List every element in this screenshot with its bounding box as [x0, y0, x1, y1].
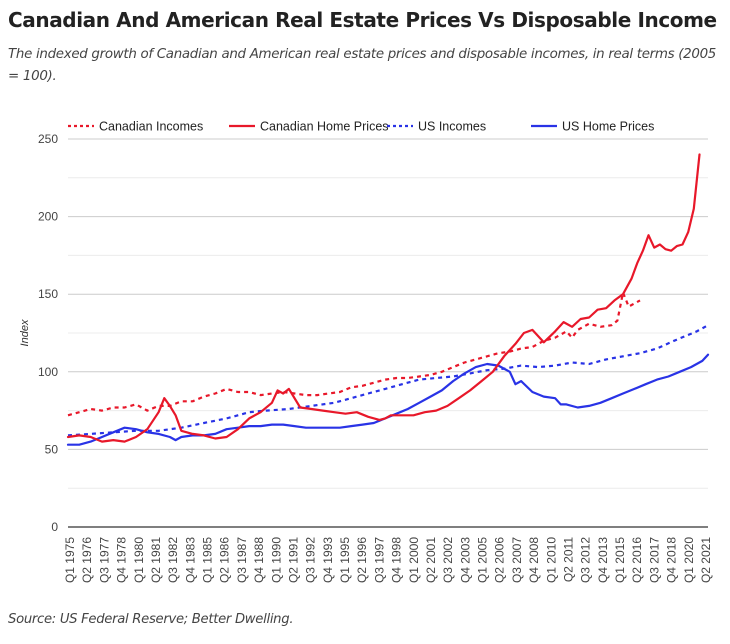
x-tick-label: Q2 2021: [699, 537, 713, 583]
x-tick-label: Q3 1977: [97, 537, 111, 583]
legend-label: US Home Prices: [562, 120, 654, 134]
y-tick-label: 0: [51, 520, 58, 534]
x-tick-label: Q4 2003: [458, 537, 472, 583]
y-tick-label: 100: [38, 365, 58, 379]
chart-subtitle: The indexed growth of Canadian and Ameri…: [8, 47, 717, 84]
x-tick-label: Q4 2013: [596, 537, 610, 583]
x-tick-label: Q1 1975: [63, 537, 77, 583]
x-tick-label: Q3 1982: [166, 537, 180, 583]
y-tick-label: 50: [45, 442, 59, 456]
x-tick-label: Q2 1981: [149, 537, 163, 583]
legend-label: US Incomes: [418, 120, 486, 134]
y-tick-label: 250: [38, 132, 58, 146]
series-lines: [66, 153, 710, 446]
series-line-canadian-home-prices: [66, 153, 701, 443]
x-tick-label: Q1 2005: [476, 537, 490, 583]
series-line-us-home-prices: [66, 353, 710, 446]
x-tick-label: Q2 1986: [218, 537, 232, 583]
source-note: Source: US Federal Reserve; Better Dwell…: [8, 612, 294, 627]
x-tick-label: Q4 1983: [183, 537, 197, 583]
x-tick-label: Q4 2018: [665, 537, 679, 583]
x-tick-label: Q3 1987: [235, 537, 249, 583]
x-tick-label: Q2 2016: [630, 537, 644, 583]
x-tick-label: Q1 2010: [544, 537, 558, 583]
x-tick-label: Q4 1988: [252, 537, 266, 583]
legend-label: Canadian Home Prices: [260, 120, 389, 134]
x-tick-label: Q2 1991: [286, 537, 300, 583]
x-tick-label: Q1 1985: [201, 537, 215, 583]
y-tick-label: 200: [38, 210, 58, 224]
chart-title: Canadian And American Real Estate Prices…: [8, 8, 717, 32]
x-tick-label: Q4 2008: [527, 537, 541, 583]
x-tick-label: Q3 2017: [647, 537, 661, 583]
x-tick-label: Q2 2011: [561, 537, 575, 582]
y-axis-title: Index: [19, 319, 31, 346]
x-tick-label: Q1 1980: [132, 537, 146, 583]
x-tick-label: Q1 1990: [269, 537, 283, 583]
x-tick-label: Q4 1978: [115, 537, 129, 583]
x-tick-label: Q1 2015: [613, 537, 627, 583]
x-tick-label: Q1 2000: [407, 537, 421, 583]
x-tick-label: Q1 1995: [338, 537, 352, 583]
series-line-us-incomes: [67, 324, 709, 437]
x-tick-label: Q4 1998: [390, 537, 404, 583]
x-tick-label: Q2 2001: [424, 537, 438, 583]
x-tick-label: Q1 2020: [682, 537, 696, 583]
x-tick-label: Q2 2006: [493, 537, 507, 583]
x-tick-label: Q3 2007: [510, 537, 524, 583]
y-tick-label: 150: [38, 287, 58, 301]
x-axis-ticks: Q1 1975 Q2 1976 Q3 1977 Q4 1978 Q1 1980 Q2 19…: [63, 537, 713, 583]
x-tick-label: Q3 1997: [372, 537, 386, 583]
x-tick-label: Q2 1976: [80, 537, 94, 583]
x-tick-label: Q3 2002: [441, 537, 455, 583]
legend: Canadian Incomes Canadian Home Prices US I…: [68, 120, 654, 134]
x-tick-label: Q2 1996: [355, 537, 369, 583]
gridlines: [68, 138, 708, 528]
legend-label: Canadian Incomes: [99, 120, 203, 134]
y-axis-ticks: 0 50 100 150 200 250: [38, 132, 58, 534]
x-tick-label: Q3 2012: [579, 537, 593, 583]
x-tick-label: Q3 1992: [304, 537, 318, 583]
x-tick-label: Q4 1993: [321, 537, 335, 583]
